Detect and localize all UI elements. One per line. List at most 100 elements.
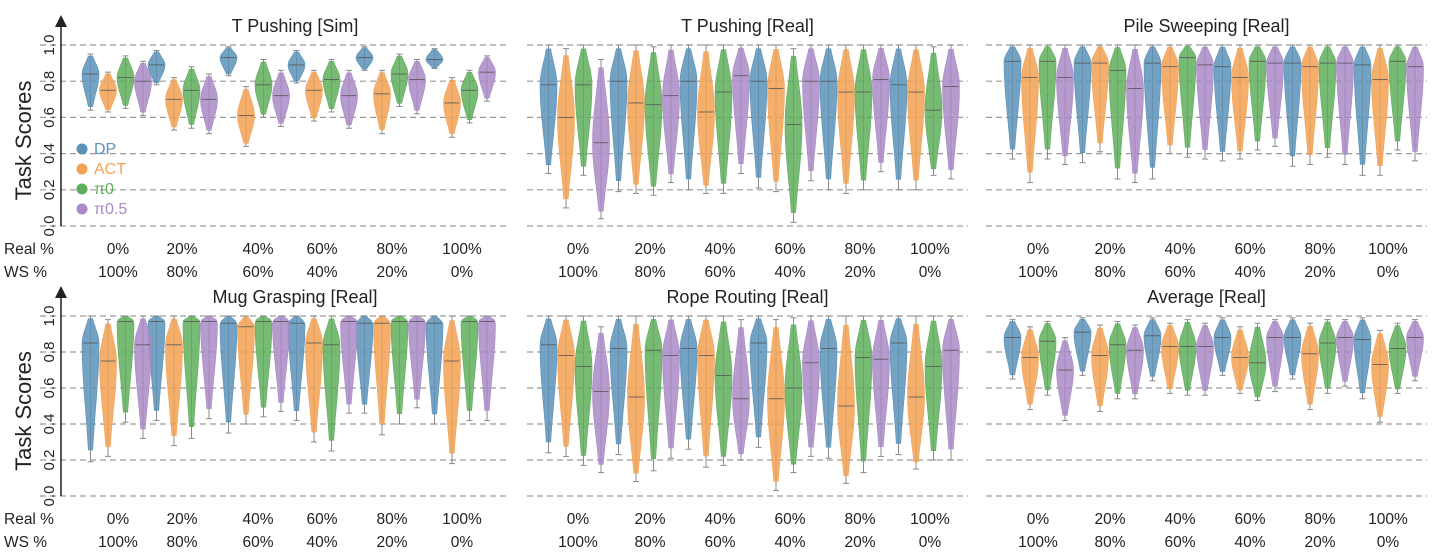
- x-tick-ws-label: 0%: [451, 534, 474, 551]
- violin-π05-body: [134, 318, 152, 430]
- x-tick-ws-label: 80%: [634, 534, 665, 551]
- violin-ACT-body: [767, 327, 785, 482]
- panel-title: T Pushing [Real]: [681, 16, 814, 36]
- y-tick-label: 0.6: [41, 107, 58, 128]
- violin-π0-body: [1318, 321, 1337, 389]
- violin-π05-body: [1336, 321, 1354, 382]
- violin-DP-body: [679, 318, 698, 440]
- x-tick-ws-label: 0%: [451, 264, 474, 281]
- violin-π0-body: [1248, 46, 1267, 142]
- violin-π0-body: [1248, 326, 1267, 398]
- violin-π05-body: [340, 72, 358, 126]
- violin-DP-body: [1143, 46, 1162, 168]
- violin-DP-body: [539, 48, 558, 165]
- x-tick-ws-label: 40%: [1234, 264, 1265, 281]
- y-tick-label: 1.0: [41, 306, 58, 327]
- violin-DP-body: [1283, 46, 1302, 157]
- x-tick-real-label: 80%: [1304, 241, 1335, 258]
- violin-π0-body: [784, 324, 803, 465]
- violin-DP-body: [81, 55, 100, 107]
- violin-DP-body: [749, 318, 768, 438]
- violin-π0-body: [574, 320, 593, 456]
- legend-label: DP: [94, 141, 116, 158]
- x-tick-real-label: 80%: [1304, 511, 1335, 528]
- violin-π05-body: [942, 319, 960, 450]
- violin-π0-body: [1108, 323, 1127, 394]
- x-tick-ws-label: 80%: [1094, 534, 1125, 551]
- violin-π0-body: [460, 316, 479, 411]
- violin-ACT-body: [767, 49, 785, 182]
- violin-π05-body: [1056, 47, 1074, 157]
- panel-title: Mug Grasping [Real]: [212, 287, 377, 307]
- violin-π05-body: [1266, 321, 1284, 387]
- violin-π0-body: [644, 319, 663, 460]
- ws-percent-row-label: WS %: [4, 534, 47, 551]
- violin-ACT-body: [1371, 333, 1389, 417]
- y-tick-label: 0.2: [41, 179, 58, 200]
- y-tick-label: 0.2: [41, 450, 58, 471]
- violin-DP-body: [1003, 46, 1022, 150]
- violin-ACT-body: [1301, 46, 1319, 155]
- x-tick-real-label: 80%: [376, 511, 407, 528]
- violin-π0-body: [924, 320, 943, 451]
- x-tick-ws-label: 0%: [1377, 534, 1400, 551]
- violin-ACT-body: [557, 55, 575, 200]
- violin-ACT-body: [697, 51, 715, 186]
- legend-label: π0.5: [94, 201, 127, 218]
- violin-ACT-body: [237, 316, 255, 415]
- x-tick-ws-label: 60%: [1164, 534, 1195, 551]
- violin-π05-body: [340, 316, 358, 405]
- x-tick-real-label: 60%: [1234, 241, 1265, 258]
- violin-π0-body: [254, 316, 273, 408]
- violin-DP-body: [819, 48, 838, 180]
- x-tick-real-label: 40%: [704, 241, 735, 258]
- violin-ACT-body: [305, 72, 323, 119]
- violin-π0-body: [1038, 46, 1057, 150]
- violin-π05-body: [592, 332, 610, 465]
- x-tick-ws-label: 40%: [774, 534, 805, 551]
- x-tick-ws-label: 60%: [242, 534, 273, 551]
- violin-π05-body: [802, 48, 820, 172]
- violin-π05-body: [1196, 325, 1214, 391]
- x-tick-real-label: 40%: [704, 511, 735, 528]
- violin-π05-body: [1126, 327, 1144, 395]
- legend-marker: [76, 183, 88, 195]
- violin-DP-body: [287, 316, 306, 411]
- violin-π05-body: [1266, 46, 1284, 139]
- y-tick-label: 1.0: [41, 35, 58, 56]
- violin-DP-body: [1213, 46, 1232, 152]
- violin-ACT-body: [1161, 46, 1179, 146]
- x-tick-ws-label: 20%: [376, 264, 407, 281]
- violin-ACT-body: [627, 323, 645, 474]
- legend-label: π0: [94, 181, 114, 198]
- x-tick-real-label: 80%: [844, 511, 875, 528]
- violin-π05-body: [662, 319, 680, 449]
- x-tick-real-label: 100%: [442, 511, 482, 528]
- violin-π0-body: [714, 321, 733, 457]
- violin-ACT-body: [1091, 327, 1109, 407]
- violin-ACT-body: [1231, 329, 1249, 391]
- violin-DP-body: [1073, 318, 1092, 372]
- x-tick-real-label: 60%: [774, 511, 805, 528]
- violin-π05-body: [1336, 46, 1354, 155]
- violin-π05-body: [478, 57, 496, 99]
- violin-π05-body: [1056, 340, 1074, 416]
- violin-π0-body: [390, 55, 409, 104]
- x-tick-real-label: 80%: [376, 241, 407, 258]
- x-tick-ws-label: 100%: [558, 534, 598, 551]
- legend-label: ACT: [94, 161, 126, 178]
- violin-π0-body: [460, 72, 479, 120]
- violin-π05-body: [200, 316, 218, 410]
- violin-π0-body: [1178, 322, 1197, 391]
- violin-π05-body: [592, 67, 610, 212]
- x-tick-ws-label: 60%: [1164, 264, 1195, 281]
- x-tick-ws-label: 20%: [844, 534, 875, 551]
- x-tick-real-label: 20%: [1094, 241, 1125, 258]
- violin-π05-body: [662, 49, 680, 175]
- violin-DP-body: [355, 316, 374, 405]
- x-tick-ws-label: 20%: [376, 534, 407, 551]
- violin-π0-body: [574, 48, 593, 167]
- y-tick-label: 0.6: [41, 378, 58, 399]
- violin-π0-body: [924, 52, 943, 170]
